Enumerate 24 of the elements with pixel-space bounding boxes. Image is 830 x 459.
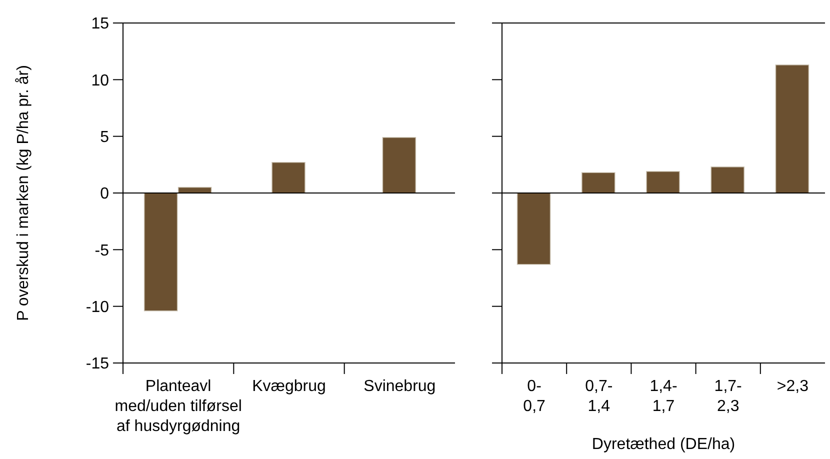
x-axis-title: Dyretæthed (DE/ha) [592, 436, 736, 453]
bar [144, 192, 178, 312]
x-tick-label: 0- 0,7 [523, 378, 546, 415]
y-tick-label: -15 [86, 356, 110, 373]
y-tick-label: 15 [91, 16, 110, 33]
x-tick-label: >2,3 [776, 378, 809, 395]
bar [382, 137, 416, 194]
x-tick-label: 1,7- 2,3 [714, 378, 742, 415]
bar [775, 64, 810, 194]
y-tick-label: -10 [86, 298, 110, 316]
x-tick-label: Planteavl med/uden tilførsel af husdyrgødning [114, 378, 242, 435]
y-tick-label: 0 [100, 186, 110, 203]
y-tick-label: 10 [91, 72, 110, 90]
y-tick-label: -5 [94, 242, 110, 260]
bar [582, 172, 616, 194]
bar [710, 166, 744, 194]
bar [516, 192, 551, 265]
x-tick-label: 1,4- 1,7 [650, 378, 678, 415]
y-axis-title: P overskud i marken (kg P/ha pr. år) [15, 65, 32, 321]
x-tick-label: Kvægbrug [252, 378, 326, 395]
x-tick-label: 0,7- 1,4 [585, 378, 613, 415]
x-tick-label: Svinebrug [364, 378, 436, 395]
bar [646, 171, 680, 194]
y-tick-label: 5 [100, 128, 110, 146]
